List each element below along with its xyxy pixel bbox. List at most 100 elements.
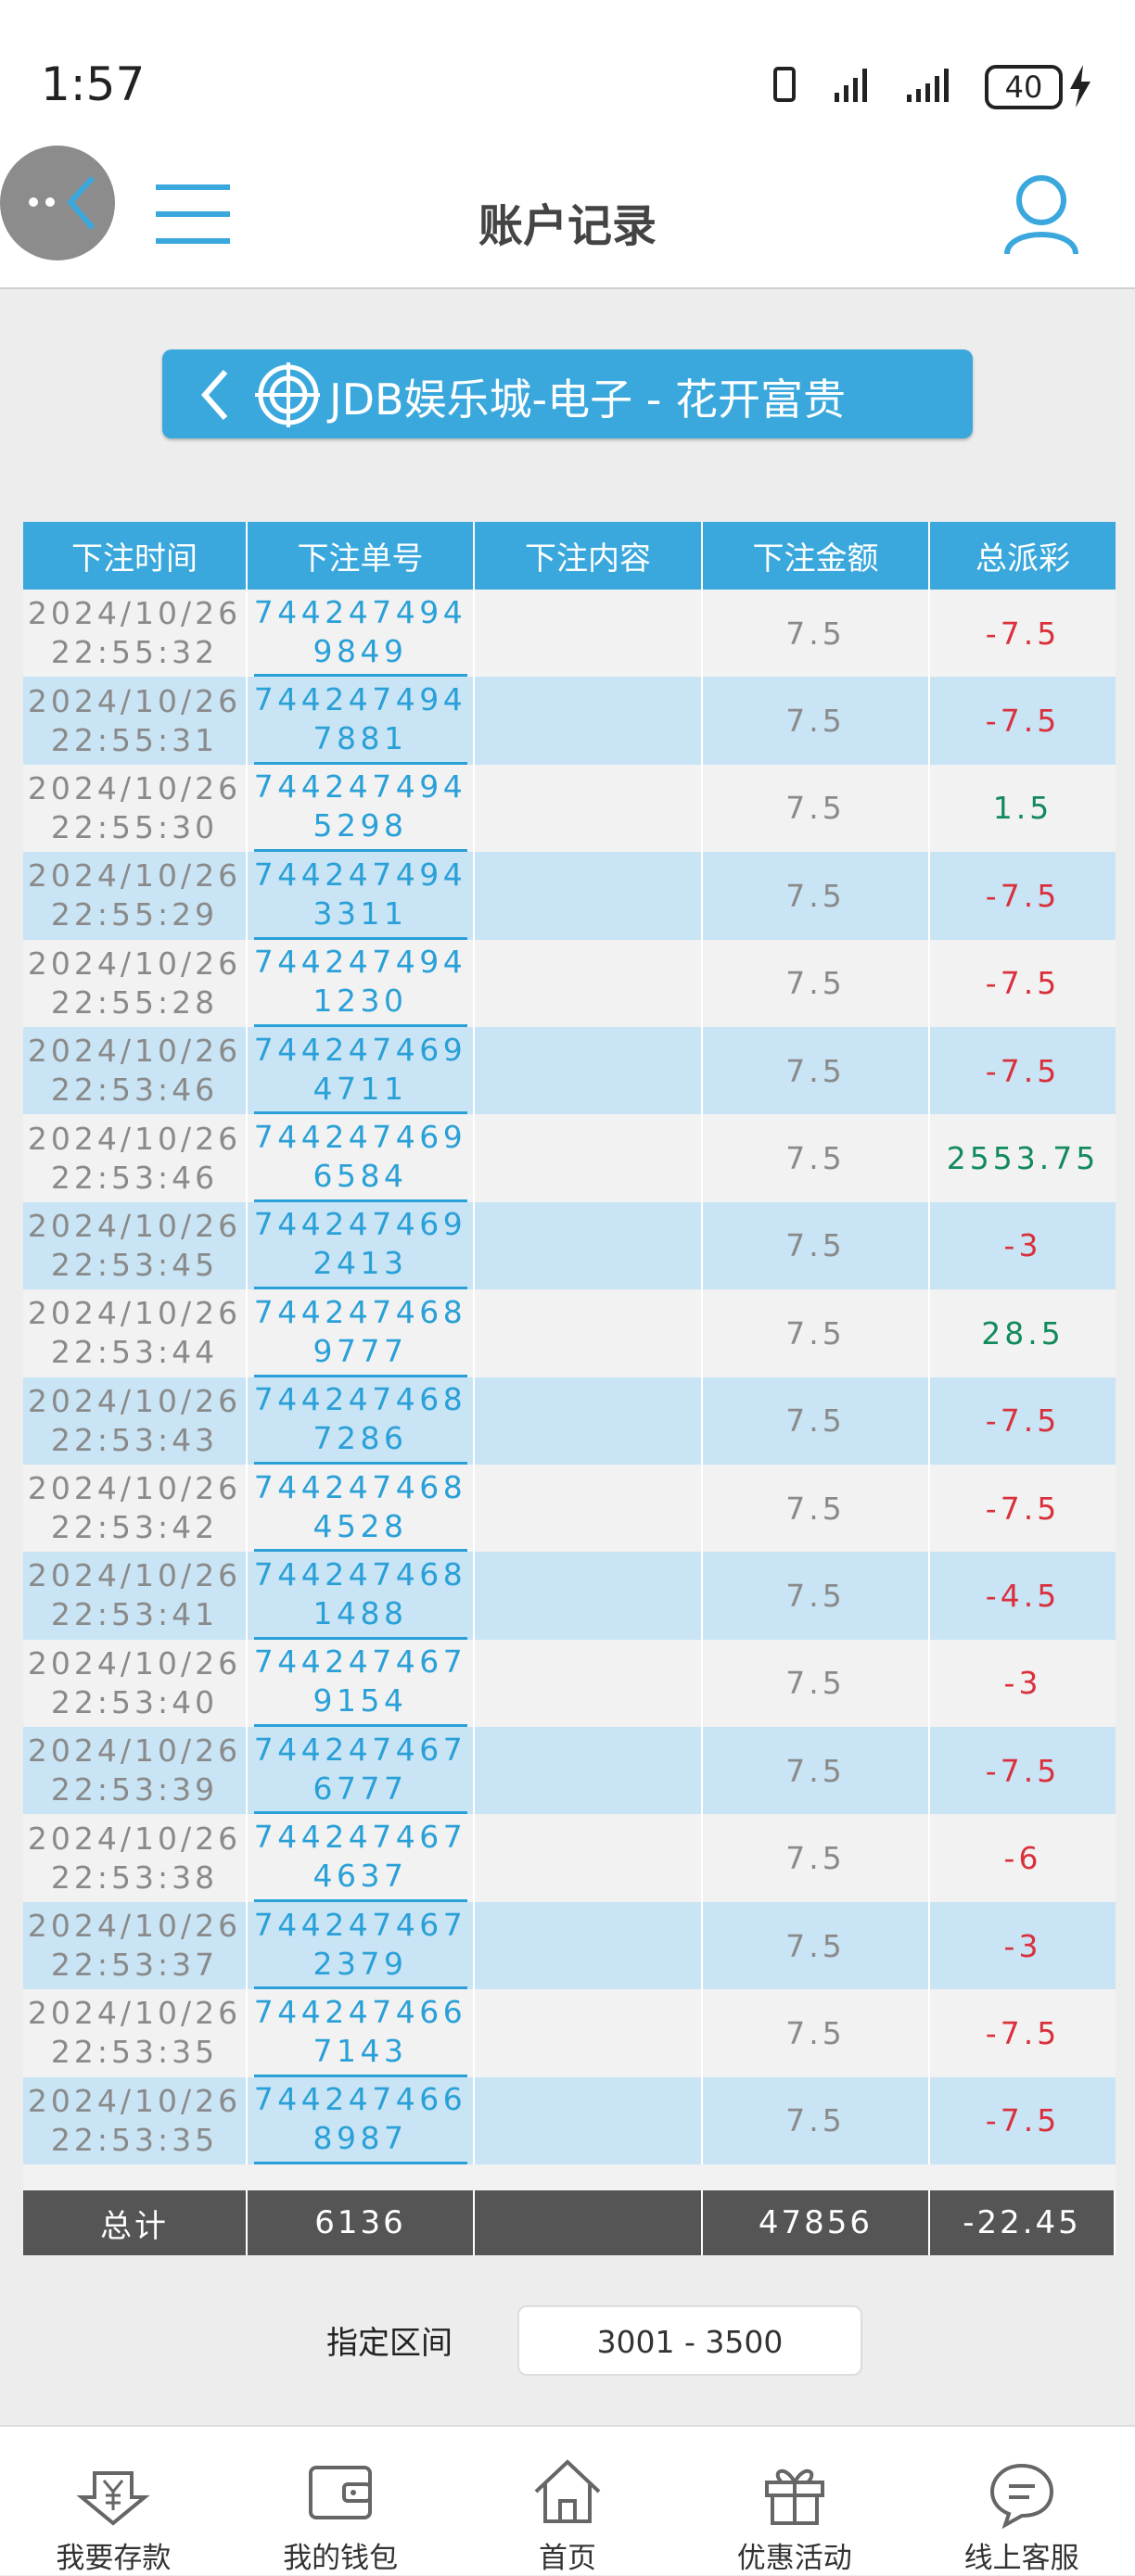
total-count: 6136 (248, 2190, 475, 2255)
payout: -4.5 (985, 1577, 1061, 1614)
order-number: 7442474681488 (253, 1555, 467, 1631)
content-cell (475, 1026, 703, 1115)
payout: 2553.75 (946, 1140, 1100, 1177)
column-header: 下注金额 (703, 522, 930, 590)
bet-time-cell: 2024/10/26 22:53:35 (23, 1989, 248, 2077)
record-row: 2024/10/26 22:53:45 7442474692413 7.5 -3 (23, 1201, 1116, 1290)
order-link[interactable]: 7442474692413 (253, 1202, 467, 1290)
bet-amount: 7.5 (703, 1201, 930, 1290)
bet-time-cell: 2024/10/26 22:53:37 (23, 1901, 248, 1990)
column-header: 下注时间 (23, 522, 248, 590)
user-button[interactable] (1001, 172, 1081, 256)
bet-time-cell: 2024/10/26 22:53:46 (23, 1114, 248, 1202)
bet-time: 22:55:32 (50, 634, 219, 671)
order-cell: 7442474941230 (248, 939, 475, 1027)
bet-time-cell: 2024/10/26 22:53:39 (23, 1727, 248, 1815)
order-link[interactable]: 7442474689777 (253, 1289, 467, 1377)
content-cell (475, 677, 703, 765)
bet-time-cell: 2024/10/26 22:53:38 (23, 1814, 248, 1902)
order-number: 7442474947881 (253, 681, 467, 757)
order-cell: 7442474943311 (248, 852, 475, 940)
bet-date: 2024/10/26 (27, 1470, 242, 1507)
bet-time: 22:53:42 (50, 1509, 219, 1546)
clock: 1:57 (41, 57, 146, 111)
record-row: 2024/10/26 22:53:46 7442474694711 7.5 -7.5 (23, 1026, 1116, 1115)
content-cell (475, 1289, 703, 1377)
bet-amount: 7.5 (703, 1114, 930, 1202)
order-cell: 7442474681488 (248, 1552, 475, 1640)
column-header: 下注单号 (248, 522, 475, 590)
order-link[interactable]: 7442474672379 (253, 1902, 467, 1990)
record-row: 2024/10/26 22:53:35 7442474667143 7.5 -7.5 (23, 1989, 1116, 2077)
bet-amount: 7.5 (703, 1639, 930, 1728)
nav-item[interactable]: 首页 (454, 2427, 682, 2576)
nav-item[interactable]: 线上客服 (908, 2427, 1135, 2576)
total-empty (475, 2190, 703, 2255)
record-row: 2024/10/26 22:55:32 7442474949849 7.5 -7.5 (23, 590, 1116, 678)
payout: -7.5 (985, 1402, 1061, 1440)
order-cell: 7442474694711 (248, 1026, 475, 1115)
total-row: 总计 6136 47856 -22.45 (23, 2190, 1116, 2255)
order-link[interactable]: 7442474947881 (253, 677, 467, 765)
order-number: 7442474667143 (253, 1993, 467, 2069)
bet-date: 2024/10/26 (27, 595, 242, 632)
payout: -7.5 (985, 615, 1061, 652)
bet-amount: 7.5 (703, 1814, 930, 1902)
nav-icon (764, 2469, 824, 2525)
bet-time: 22:55:31 (50, 721, 219, 758)
order-link[interactable]: 7442474687286 (253, 1377, 467, 1465)
game-selector[interactable]: JDB娱乐城-电子 - 花开富贵 (162, 349, 973, 438)
nav-item[interactable]: 优惠活动 (681, 2427, 908, 2576)
bet-date: 2024/10/26 (27, 857, 242, 895)
bet-time: 22:53:38 (50, 1859, 219, 1896)
order-cell: 7442474679154 (248, 1639, 475, 1728)
order-link[interactable]: 7442474676777 (253, 1727, 467, 1815)
order-link[interactable]: 7442474679154 (253, 1640, 467, 1728)
order-link[interactable]: 7442474943311 (253, 852, 467, 940)
bet-time: 22:53:46 (50, 1072, 219, 1109)
order-link[interactable]: 7442474696584 (253, 1114, 467, 1202)
record-row: 2024/10/26 22:53:38 7442474674637 7.5 -6 (23, 1814, 1116, 1902)
menu-button[interactable] (154, 182, 232, 247)
bet-date: 2024/10/26 (27, 1908, 242, 1945)
bet-date: 2024/10/26 (27, 1644, 242, 1681)
payout: -7.5 (985, 703, 1061, 740)
payout: -3 (1003, 1227, 1042, 1264)
payout: -7.5 (985, 1490, 1061, 1527)
selector-icons (201, 362, 320, 427)
order-cell: 7442474676777 (248, 1727, 475, 1815)
nav-label: 优惠活动 (736, 2542, 852, 2575)
page-title: 账户记录 (478, 200, 657, 252)
payout: -3 (1003, 1665, 1042, 1702)
order-link[interactable]: 7442474681488 (253, 1552, 467, 1640)
bet-amount: 7.5 (703, 764, 930, 853)
order-number: 7442474679154 (253, 1643, 467, 1719)
back-button[interactable] (0, 145, 121, 265)
order-link[interactable]: 7442474941230 (253, 940, 467, 1027)
payout: -7.5 (985, 965, 1061, 1002)
order-link[interactable]: 7442474674637 (253, 1814, 467, 1902)
order-cell: 7442474687286 (248, 1377, 475, 1465)
payout: -3 (1003, 1927, 1042, 1964)
content-cell (475, 1552, 703, 1640)
bet-date: 2024/10/26 (27, 682, 242, 719)
status-bar: 1:57 40 (0, 0, 1135, 145)
content-cell (475, 1464, 703, 1553)
record-row: 2024/10/26 22:53:43 7442474687286 7.5 -7.5 (23, 1377, 1116, 1465)
nav-item[interactable]: 我要存款 (0, 2427, 227, 2576)
order-link[interactable]: 7442474668987 (253, 2077, 467, 2165)
order-link[interactable]: 7442474694711 (253, 1027, 467, 1115)
order-link[interactable]: 7442474945298 (253, 765, 467, 853)
record-row: 2024/10/26 22:55:31 7442474947881 7.5 -7.5 (23, 677, 1116, 765)
bet-time: 22:53:43 (50, 1421, 219, 1458)
content-cell (475, 1727, 703, 1815)
nav-item[interactable]: 我的钱包 (227, 2427, 454, 2576)
order-link[interactable]: 7442474949849 (253, 590, 467, 678)
content-cell (475, 852, 703, 940)
bet-time-cell: 2024/10/26 22:55:28 (23, 939, 248, 1027)
bet-amount: 7.5 (703, 1026, 930, 1115)
order-link[interactable]: 7442474684528 (253, 1465, 467, 1553)
order-link[interactable]: 7442474667143 (253, 1989, 467, 2077)
range-select[interactable]: 3001 - 3500 (517, 2305, 862, 2376)
bet-amount: 7.5 (703, 852, 930, 940)
